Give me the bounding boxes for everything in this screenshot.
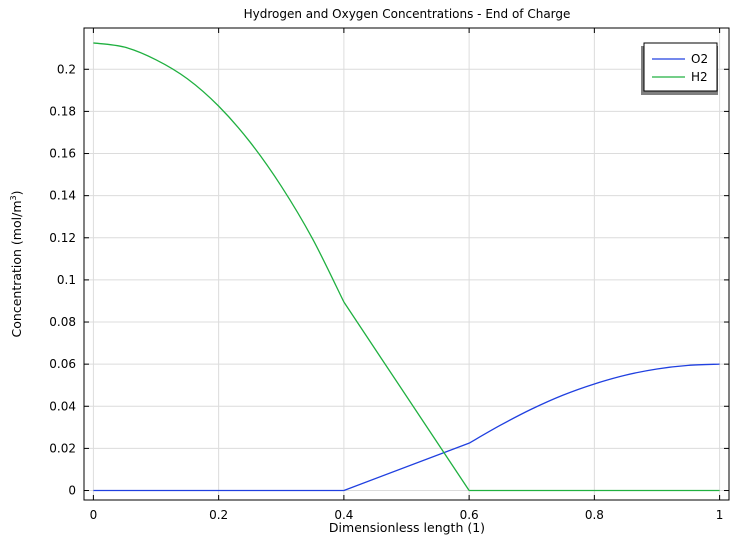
legend-label-o2: O2 (691, 52, 708, 66)
y-tick-labels: 0 0.02 0.04 0.06 0.08 0.1 0.12 0.14 0.16 0.18 0.2 (49, 62, 76, 497)
series-lines (93, 42, 720, 492)
y-axis-label-main: Concentration (mol/m (9, 201, 24, 338)
y-tick-label: 0.02 (49, 441, 76, 455)
x-tick-labels: 0 0.2 0.4 0.6 0.8 1 (90, 508, 724, 522)
y-tick-label: 0.08 (49, 315, 76, 329)
series-line-h2 (93, 42, 720, 492)
x-tick-label: 0.6 (460, 508, 479, 522)
y-axis-label-close: ) (9, 191, 24, 196)
chart-title: Hydrogen and Oxygen Concentrations - End… (244, 7, 571, 21)
y-tick-label: 0.16 (49, 147, 76, 161)
y-tick-label: 0.06 (49, 357, 76, 371)
x-tick-label: 1 (716, 508, 724, 522)
x-tick-label: 0.2 (209, 508, 228, 522)
y-tick-label: 0 (68, 484, 76, 498)
x-tick-label: 0 (90, 508, 98, 522)
y-tick-label: 0.12 (49, 231, 76, 245)
legend-box (643, 42, 718, 92)
grid (84, 28, 729, 500)
x-tick-label: 0.8 (585, 508, 604, 522)
y-tick-label: 0.1 (57, 273, 76, 287)
x-tick-label: 0.4 (334, 508, 353, 522)
y-axis-label: Concentration (mol/m3) (9, 191, 24, 338)
plot-area-frame (83, 27, 730, 501)
legend: O2 H2 (641, 42, 718, 95)
legend-label-h2: H2 (691, 70, 708, 84)
y-tick-label: 0.2 (57, 62, 76, 76)
y-tick-label: 0.14 (49, 189, 76, 203)
axis-ticks (84, 28, 729, 500)
series-line-o2 (93, 363, 720, 492)
y-tick-label: 0.18 (49, 104, 76, 118)
y-axis-label-superscript: 3 (9, 195, 18, 200)
x-axis-label: Dimensionless length (1) (329, 520, 485, 535)
y-tick-label: 0.04 (49, 399, 76, 413)
